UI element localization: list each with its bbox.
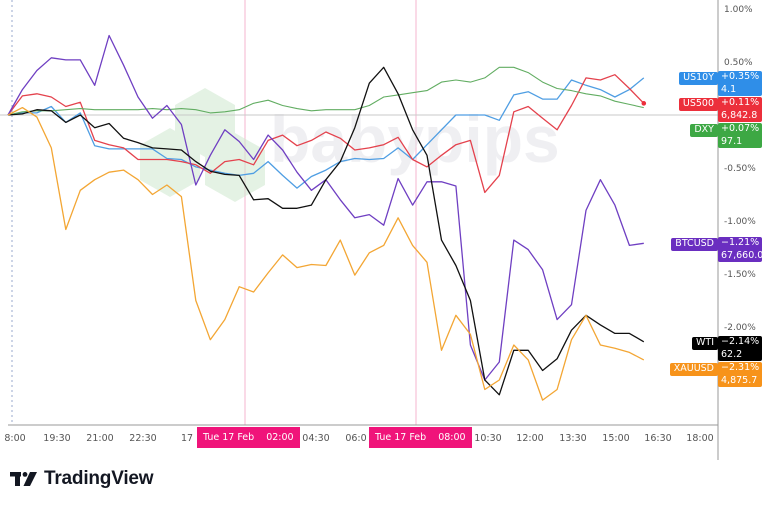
- series-line-btcusd[interactable]: [7, 34, 644, 381]
- percent-change: +0.07%: [721, 123, 760, 134]
- svg-text:babypips: babypips: [270, 102, 560, 176]
- y-tick-label: 0.50%: [724, 58, 753, 68]
- y-tick-label: -1.50%: [724, 270, 756, 280]
- time-highlight-label: Tue 17 Feb 02:00: [197, 427, 300, 448]
- babypips-watermark: babypips: [140, 88, 560, 202]
- series-line-dxy[interactable]: [7, 66, 644, 116]
- tradingview-logo[interactable]: TradingView: [10, 468, 154, 490]
- series-line-us500[interactable]: [7, 74, 645, 194]
- percent-change: −2.31%: [721, 362, 760, 373]
- x-tick-label: 06:0: [345, 433, 367, 444]
- x-tick-label: 22:30: [129, 433, 157, 444]
- symbol-label: US10Y: [679, 72, 718, 85]
- x-tick-label: 8:00: [4, 433, 26, 444]
- symbol-label: WTI: [692, 337, 718, 350]
- series-line-wti[interactable]: [7, 66, 645, 396]
- x-tick-label: 21:00: [86, 433, 114, 444]
- last-price: 4.1: [721, 83, 737, 95]
- x-tick-label: 13:30: [559, 433, 587, 444]
- value-label: +0.07% 97.1: [718, 123, 762, 148]
- x-tick-label: 16:30: [644, 433, 672, 444]
- time-highlight-label: Tue 17 Feb 08:00: [369, 427, 472, 448]
- symbol-label: XAUUSD: [669, 363, 718, 376]
- series-line-xauusd[interactable]: [7, 106, 645, 401]
- tradingview-logo-icon: [10, 472, 37, 486]
- value-label: −1.21% 67,660.0: [718, 237, 764, 262]
- percent-change: −1.21%: [721, 237, 760, 248]
- percent-change: +0.35%: [721, 71, 760, 82]
- percent-change: −2.14%: [721, 336, 760, 347]
- x-tick-label: 18:00: [686, 433, 714, 444]
- x-tick-label: 04:30: [302, 433, 330, 444]
- x-tick-label: 15:00: [602, 433, 630, 444]
- x-tick-label: 10:30: [474, 433, 502, 444]
- last-price: 67,660.0: [721, 249, 764, 261]
- x-tick-label: 12:00: [516, 433, 544, 444]
- last-price: 97.1: [721, 135, 743, 147]
- value-label: −2.14% 62.2: [718, 336, 762, 361]
- highlight-date: Tue 17 Feb: [375, 432, 427, 443]
- tradingview-brand: TradingView: [44, 468, 154, 489]
- symbol-label: BTCUSD: [671, 238, 718, 251]
- highlight-time: 02:00: [266, 432, 294, 443]
- y-tick-label: -2.00%: [724, 323, 756, 333]
- comparison-chart[interactable]: babypips 1.00% 0.50% -0.50% -1.00% -1.50% -2.…: [0, 0, 780, 460]
- highlight-date: Tue 17 Feb: [203, 432, 255, 443]
- y-tick-label: 1.00%: [724, 5, 753, 15]
- value-label: +0.11% 6,842.8: [718, 97, 762, 122]
- last-price: 4,875.7: [721, 374, 758, 386]
- symbol-label: DXY: [690, 124, 718, 137]
- value-label: +0.35% 4.1: [718, 71, 762, 96]
- symbol-label: US500: [678, 98, 718, 111]
- last-point-us500: [641, 101, 647, 106]
- y-tick-label: -1.00%: [724, 217, 756, 227]
- series-line-us10y[interactable]: [7, 77, 645, 189]
- highlight-time: 08:00: [438, 432, 466, 443]
- x-tick-label: 17: [180, 433, 194, 444]
- value-label: −2.31% 4,875.7: [718, 362, 762, 387]
- percent-change: +0.11%: [721, 97, 760, 108]
- y-tick-label: -0.50%: [724, 164, 756, 174]
- last-price: 62.2: [721, 348, 743, 360]
- x-tick-label: 19:30: [43, 433, 71, 444]
- last-price: 6,842.8: [721, 109, 758, 121]
